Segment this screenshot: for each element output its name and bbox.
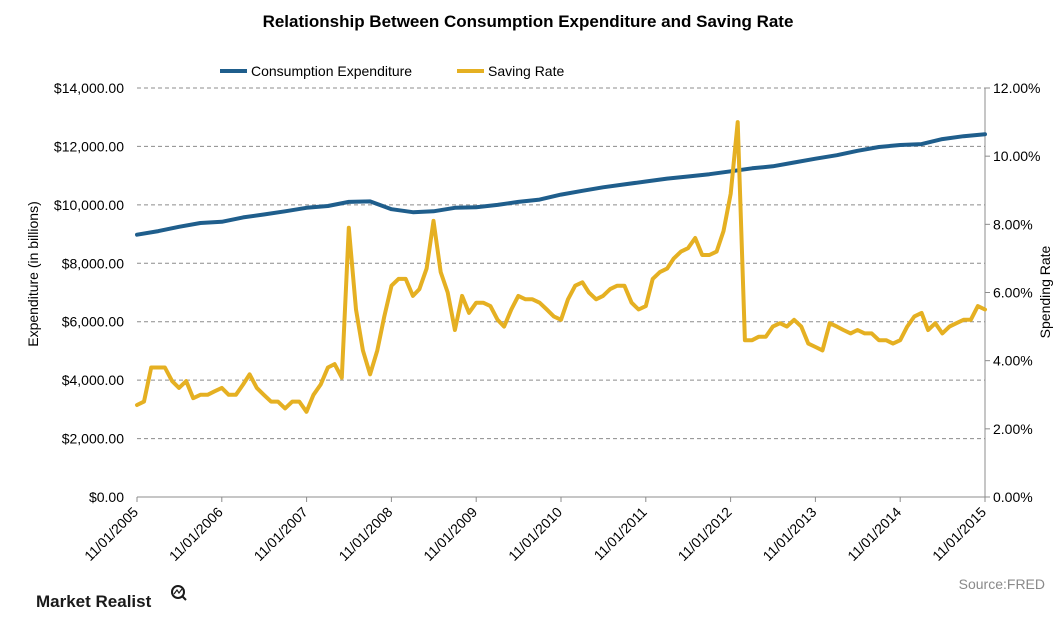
x-tick-label: 11/01/2011 — [591, 504, 651, 564]
y-left-axis-label: Expenditure (in billions) — [25, 201, 41, 347]
y-left-tick-label: $12,000.00 — [54, 138, 124, 154]
y-right-tick-label: 10.00% — [993, 148, 1040, 164]
y-left-tick-label: $10,000.00 — [54, 197, 124, 213]
x-axis-ticks: 11/01/2005 11/01/2006 11/01/2007 11/01/2008… — [81, 497, 989, 564]
y-right-tick-label: 2.00% — [993, 421, 1033, 437]
y-right-tick-label: 12.00% — [993, 80, 1040, 96]
saving-rate-line — [135, 120, 987, 414]
x-tick-label: 11/01/2006 — [166, 504, 226, 564]
legend-label-consumption: Consumption Expenditure — [251, 63, 412, 79]
brand-name: Market Realist — [36, 592, 152, 611]
y-left-tick-label: $4,000.00 — [62, 372, 124, 388]
consumption-expenditure-line — [135, 132, 987, 237]
x-tick-label: 11/01/2005 — [81, 504, 141, 564]
y-right-tick-label: 8.00% — [993, 216, 1033, 232]
source-note: Source:FRED — [959, 576, 1045, 592]
magnifier-chart-icon — [171, 585, 187, 601]
y-left-tick-label: $0.00 — [89, 489, 124, 505]
y-right-tick-label: 0.00% — [993, 489, 1033, 505]
brand-logo: Market Realist — [36, 585, 187, 611]
x-tick-label: 11/01/2010 — [505, 504, 565, 564]
y-left-tick-label: $6,000.00 — [62, 314, 124, 330]
x-tick-label: 11/01/2014 — [844, 504, 904, 564]
series-lines — [135, 120, 987, 414]
x-tick-label: 11/01/2015 — [929, 504, 989, 564]
y-right-tick-label: 4.00% — [993, 353, 1033, 369]
y-right-axis-label: Spending Rate — [1037, 245, 1053, 338]
legend: Consumption Expenditure Saving Rate — [220, 63, 564, 79]
left-axis-ticks: $0.00 $2,000.00 $4,000.00 $6,000.00 $8,000.0… — [54, 80, 124, 505]
x-tick-label: 11/01/2008 — [335, 504, 395, 564]
legend-label-saving: Saving Rate — [488, 63, 564, 79]
x-tick-label: 11/01/2009 — [420, 504, 480, 564]
chart-title: Relationship Between Consumption Expendi… — [263, 12, 794, 31]
x-tick-label: 11/01/2007 — [251, 504, 311, 564]
y-right-tick-label: 6.00% — [993, 285, 1033, 301]
y-left-tick-label: $8,000.00 — [62, 255, 124, 271]
x-tick-label: 11/01/2013 — [759, 504, 819, 564]
y-left-tick-label: $14,000.00 — [54, 80, 124, 96]
x-tick-label: 11/01/2012 — [675, 504, 735, 564]
gridlines — [137, 87, 985, 440]
right-axis-ticks: 0.00% 2.00% 4.00% 6.00% 8.00% 10.00% 12.00% — [985, 80, 1040, 505]
y-left-tick-label: $2,000.00 — [62, 431, 124, 447]
